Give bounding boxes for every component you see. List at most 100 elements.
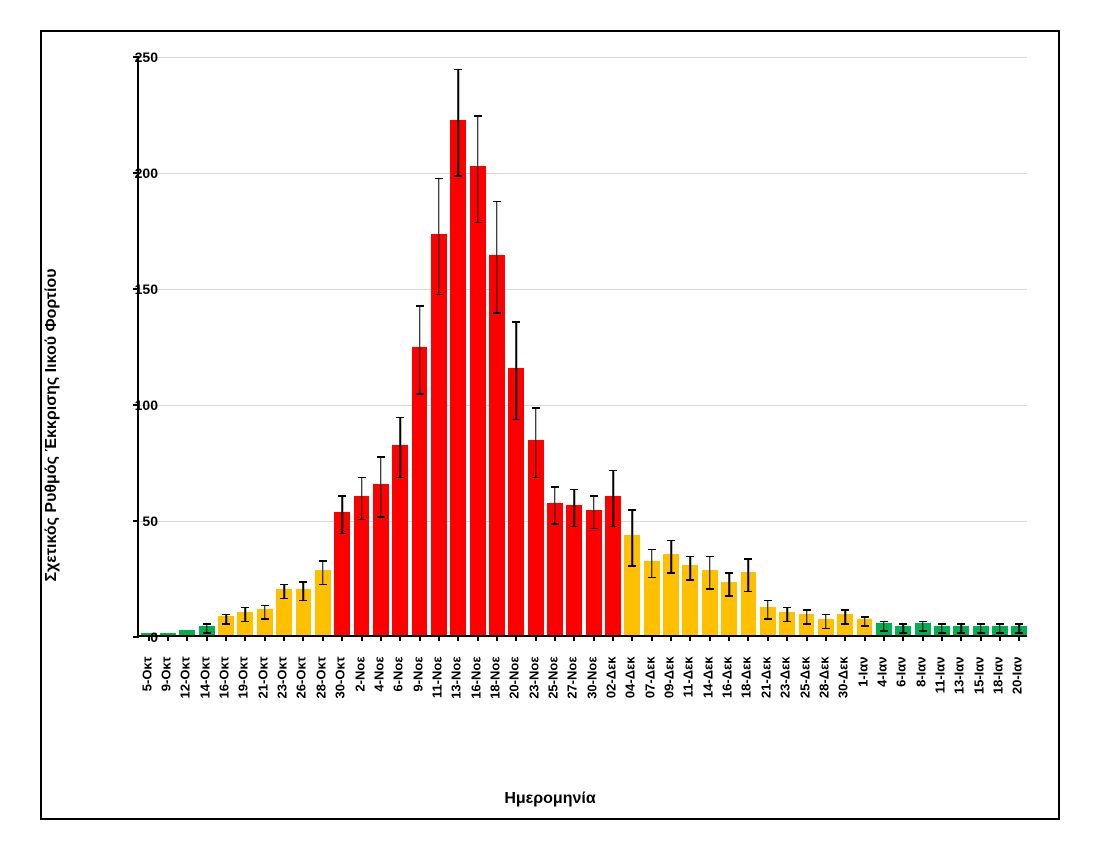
x-tick-mark — [728, 635, 730, 641]
x-tick-label: 20-Ιαν — [1010, 657, 1025, 717]
error-bar — [554, 486, 556, 505]
x-tick-label: 13-Ιαν — [952, 657, 967, 717]
x-tick-label: 13-Νοε — [449, 657, 464, 717]
error-bar-cap — [338, 533, 346, 535]
x-tick-mark — [186, 635, 188, 641]
x-tick-mark — [747, 635, 749, 641]
x-tick-label: 23-Οκτ — [275, 657, 290, 717]
x-tick-mark — [322, 635, 324, 641]
error-bar — [322, 560, 324, 572]
x-tick-label: 9-Νοε — [410, 657, 425, 717]
error-bar-cap — [454, 175, 462, 177]
x-tick-label: 23-Δεκ — [778, 657, 793, 717]
error-bar — [748, 558, 750, 574]
x-tick-label: 5-Οκτ — [139, 657, 154, 717]
error-bar — [361, 477, 363, 498]
error-bar — [457, 69, 459, 122]
error-bar-cap — [532, 407, 540, 409]
error-bar — [419, 305, 421, 349]
x-tick-label: 11-Νοε — [429, 657, 444, 717]
error-bar-cap — [822, 628, 830, 630]
error-bar-cap — [570, 526, 578, 528]
error-bar-cap — [861, 625, 869, 627]
error-bar-cap — [628, 509, 636, 511]
error-bar-cap — [841, 609, 849, 611]
y-tick-label: 150 — [108, 281, 158, 297]
x-tick-mark — [825, 635, 827, 641]
error-bar — [728, 584, 730, 596]
error-bar-cap — [803, 609, 811, 611]
x-tick-mark — [573, 635, 575, 641]
x-tick-mark — [341, 635, 343, 641]
error-bar-cap — [280, 584, 288, 586]
x-tick-label: 28-Οκτ — [313, 657, 328, 717]
error-bar-cap — [764, 600, 772, 602]
x-tick-label: 21-Οκτ — [255, 657, 270, 717]
x-tick-label: 6-Ιαν — [894, 657, 909, 717]
x-tick-mark — [922, 635, 924, 641]
error-bar-cap — [590, 528, 598, 530]
x-tick-label: 20-Νοε — [507, 657, 522, 717]
y-tick-label: 250 — [108, 49, 158, 65]
error-bar-cap — [880, 630, 888, 632]
x-tick-mark — [206, 635, 208, 641]
x-tick-mark — [225, 635, 227, 641]
error-bar-cap — [744, 591, 752, 593]
error-bar-cap — [222, 614, 230, 616]
x-tick-mark — [361, 635, 363, 641]
error-bar-cap — [803, 623, 811, 625]
error-bar — [651, 563, 653, 577]
error-bar — [322, 572, 324, 584]
error-bar-cap — [416, 305, 424, 307]
error-bar-cap — [241, 607, 249, 609]
x-tick-label: 04-Δεκ — [623, 657, 638, 717]
error-bar — [632, 509, 634, 537]
error-bar-cap — [590, 495, 598, 497]
x-tick-mark — [806, 635, 808, 641]
x-tick-label: 15-Ιαν — [971, 657, 986, 717]
error-bar — [264, 611, 266, 618]
error-bar-cap — [880, 621, 888, 623]
error-bar-cap — [764, 618, 772, 620]
error-bar — [670, 556, 672, 572]
error-bar-cap — [609, 470, 617, 472]
error-bar — [303, 591, 305, 600]
error-bar — [844, 616, 846, 623]
y-tick-label: 200 — [108, 165, 158, 181]
x-axis-title: Ημερομηνία — [42, 790, 1058, 808]
x-tick-label: 18-Δεκ — [739, 657, 754, 717]
x-tick-mark — [399, 635, 401, 641]
error-bar-cap — [319, 584, 327, 586]
x-tick-label: 26-Οκτ — [294, 657, 309, 717]
error-bar — [709, 556, 711, 572]
chart-frame: Σχετικός Ρυθμός Έκκρισης Ιικού Φορτίου Η… — [40, 30, 1060, 820]
error-bar-cap — [261, 618, 269, 620]
x-tick-label: 2-Νοε — [352, 657, 367, 717]
x-tick-label: 14-Οκτ — [197, 657, 212, 717]
error-bar-cap — [783, 607, 791, 609]
x-tick-label: 16-Δεκ — [720, 657, 735, 717]
error-bar-cap — [532, 477, 540, 479]
error-bar-cap — [280, 598, 288, 600]
error-bar — [574, 507, 576, 526]
error-bar-cap — [706, 556, 714, 558]
x-tick-mark — [457, 635, 459, 641]
error-bar — [283, 591, 285, 598]
error-bar-cap — [686, 556, 694, 558]
error-bar-cap — [977, 623, 985, 625]
x-tick-mark — [999, 635, 1001, 641]
x-tick-mark — [651, 635, 653, 641]
error-bar-cap — [261, 605, 269, 607]
x-tick-mark — [593, 635, 595, 641]
error-bar — [419, 349, 421, 393]
error-bar-cap — [1015, 623, 1023, 625]
error-bar-cap — [725, 572, 733, 574]
error-bar-cap — [570, 489, 578, 491]
error-bar — [341, 495, 343, 514]
error-bar-cap — [744, 558, 752, 560]
x-tick-mark — [496, 635, 498, 641]
error-bar — [516, 321, 518, 370]
error-bar-cap — [222, 623, 230, 625]
error-bar-cap — [203, 623, 211, 625]
error-bar — [825, 621, 827, 628]
